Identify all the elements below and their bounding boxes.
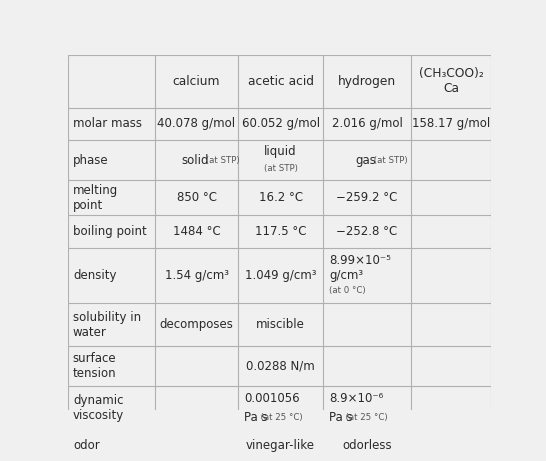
Text: odor: odor bbox=[73, 439, 100, 452]
Text: solubility in
water: solubility in water bbox=[73, 311, 141, 339]
Text: 1.049 g/cm³: 1.049 g/cm³ bbox=[245, 269, 316, 282]
Text: 1.54 g/cm³: 1.54 g/cm³ bbox=[164, 269, 229, 282]
Text: 60.052 g/mol: 60.052 g/mol bbox=[241, 118, 319, 130]
Text: liquid: liquid bbox=[264, 145, 297, 158]
Text: −259.2 °C: −259.2 °C bbox=[336, 191, 397, 204]
Text: 8.99×10⁻⁵: 8.99×10⁻⁵ bbox=[329, 254, 391, 267]
Text: Pa s: Pa s bbox=[329, 411, 353, 424]
Text: acetic acid: acetic acid bbox=[247, 75, 313, 88]
Text: density: density bbox=[73, 269, 116, 282]
Text: 158.17 g/mol: 158.17 g/mol bbox=[412, 118, 490, 130]
Text: 2.016 g/mol: 2.016 g/mol bbox=[331, 118, 402, 130]
Text: calcium: calcium bbox=[173, 75, 220, 88]
Text: 850 °C: 850 °C bbox=[176, 191, 217, 204]
Text: gas: gas bbox=[355, 154, 376, 166]
Text: odorless: odorless bbox=[342, 439, 392, 452]
Text: surface
tension: surface tension bbox=[73, 352, 116, 380]
Text: melting
point: melting point bbox=[73, 184, 118, 212]
Text: (at 25 °C): (at 25 °C) bbox=[255, 413, 303, 422]
Text: (at 0 °C): (at 0 °C) bbox=[329, 286, 366, 295]
Text: 0.0288 N/m: 0.0288 N/m bbox=[246, 360, 315, 373]
Text: 117.5 °C: 117.5 °C bbox=[255, 225, 306, 238]
Text: phase: phase bbox=[73, 154, 109, 166]
Text: 8.9×10⁻⁶: 8.9×10⁻⁶ bbox=[329, 392, 384, 405]
Text: solid: solid bbox=[181, 154, 209, 166]
Text: (at STP): (at STP) bbox=[203, 155, 239, 165]
Text: (at 25 °C): (at 25 °C) bbox=[341, 413, 388, 422]
Text: 40.078 g/mol: 40.078 g/mol bbox=[157, 118, 235, 130]
Text: −252.8 °C: −252.8 °C bbox=[336, 225, 397, 238]
Text: 16.2 °C: 16.2 °C bbox=[259, 191, 302, 204]
Text: (at STP): (at STP) bbox=[264, 165, 298, 173]
Text: (at STP): (at STP) bbox=[371, 155, 407, 165]
Text: vinegar-like: vinegar-like bbox=[246, 439, 315, 452]
Text: Pa s: Pa s bbox=[244, 411, 268, 424]
Text: hydrogen: hydrogen bbox=[338, 75, 396, 88]
Text: dynamic
viscosity: dynamic viscosity bbox=[73, 394, 124, 422]
Text: decomposes: decomposes bbox=[159, 318, 234, 331]
Text: miscible: miscible bbox=[256, 318, 305, 331]
Text: 0.001056: 0.001056 bbox=[244, 392, 300, 405]
Text: 1484 °C: 1484 °C bbox=[173, 225, 221, 238]
Text: (CH₃COO)₂
Ca: (CH₃COO)₂ Ca bbox=[419, 67, 483, 95]
Text: g/cm³: g/cm³ bbox=[329, 269, 364, 282]
Text: molar mass: molar mass bbox=[73, 118, 142, 130]
Text: boiling point: boiling point bbox=[73, 225, 147, 238]
